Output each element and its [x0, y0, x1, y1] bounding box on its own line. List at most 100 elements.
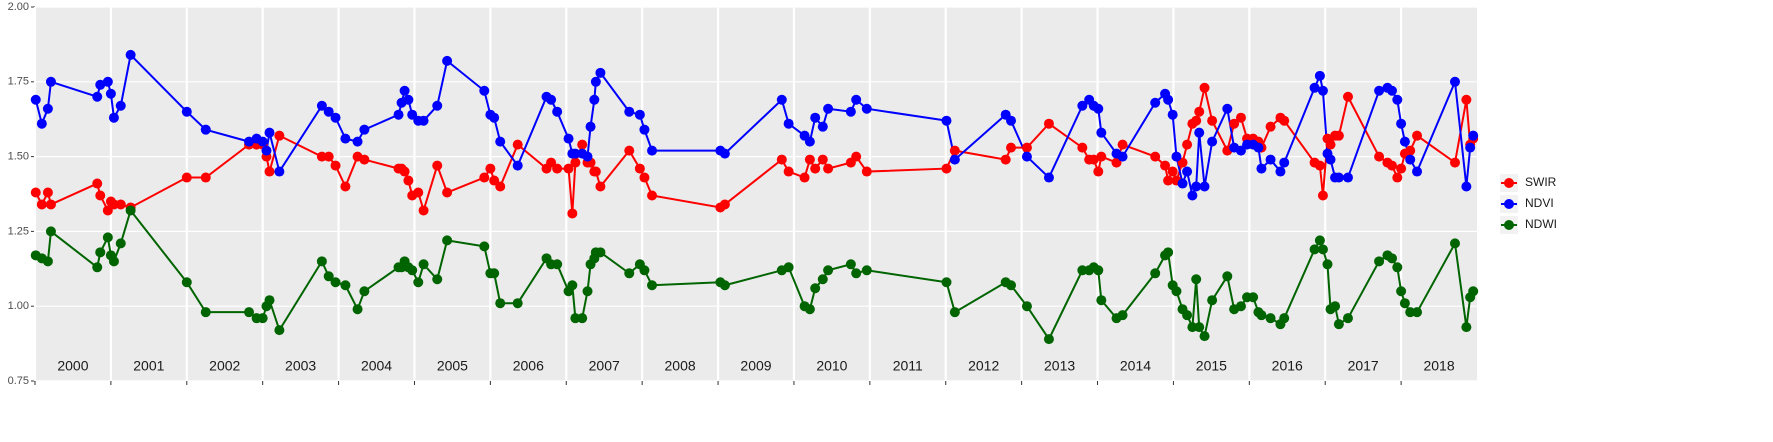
data-point: [323, 151, 334, 162]
data-point: [647, 145, 658, 156]
data-point: [817, 274, 828, 285]
data-point: [804, 304, 815, 315]
data-point: [1248, 292, 1259, 303]
data-point: [1396, 118, 1407, 129]
data-point: [1322, 259, 1333, 270]
data-point: [403, 94, 414, 105]
data-point: [1412, 166, 1423, 177]
data-point: [639, 172, 650, 183]
data-point: [1386, 160, 1397, 171]
data-point: [115, 100, 126, 111]
data-point: [1077, 265, 1088, 276]
data-point: [1449, 76, 1460, 87]
data-point: [589, 94, 600, 105]
data-point: [413, 187, 424, 198]
data-point: [261, 145, 272, 156]
data-point: [1191, 181, 1202, 192]
data-point: [577, 313, 588, 324]
data-point: [570, 313, 581, 324]
data-point: [563, 133, 574, 144]
data-point: [949, 145, 960, 156]
data-point: [1021, 151, 1032, 162]
data-point: [1235, 112, 1246, 123]
data-point: [340, 280, 351, 291]
data-point: [823, 163, 834, 174]
data-point: [552, 259, 563, 270]
year-label: 2011: [893, 358, 923, 374]
data-point: [181, 277, 192, 288]
data-point: [274, 325, 285, 336]
data-point: [1167, 166, 1178, 177]
data-point: [851, 268, 862, 279]
year-label: 2007: [589, 358, 620, 374]
data-point: [512, 160, 523, 171]
data-point: [340, 181, 351, 192]
data-point: [92, 178, 103, 189]
data-point: [567, 280, 578, 291]
data-point: [590, 166, 601, 177]
data-point: [95, 247, 106, 258]
data-point: [1309, 244, 1320, 255]
data-point: [42, 187, 53, 198]
data-point: [783, 118, 794, 129]
data-point: [45, 199, 56, 210]
year-label: 2009: [740, 358, 771, 374]
data-point: [108, 112, 119, 123]
data-point: [1465, 142, 1476, 153]
data-point: [359, 286, 370, 297]
data-point: [432, 100, 443, 111]
data-point: [1468, 286, 1479, 297]
data-point: [845, 106, 856, 117]
data-point: [1093, 103, 1104, 114]
data-point: [595, 67, 606, 78]
data-point: [1405, 307, 1416, 318]
data-point: [1096, 295, 1107, 306]
year-label: 2012: [968, 358, 999, 374]
data-point: [1449, 238, 1460, 249]
data-point: [418, 115, 429, 126]
data-point: [1314, 235, 1325, 246]
data-point: [95, 79, 106, 90]
data-point: [418, 259, 429, 270]
data-point: [42, 256, 53, 267]
data-point: [442, 187, 453, 198]
data-point: [316, 100, 327, 111]
data-point: [1006, 142, 1017, 153]
data-point: [1163, 175, 1174, 186]
data-point: [861, 166, 872, 177]
data-point: [851, 151, 862, 162]
data-point: [115, 199, 126, 210]
data-point: [552, 106, 563, 117]
legend-point: [1504, 220, 1514, 230]
data-point: [264, 295, 275, 306]
data-point: [432, 160, 443, 171]
data-point: [1150, 151, 1161, 162]
data-point: [585, 121, 596, 132]
data-point: [479, 241, 490, 252]
data-point: [495, 298, 506, 309]
data-point: [181, 172, 192, 183]
data-point: [495, 136, 506, 147]
data-point: [102, 232, 113, 243]
data-point: [1317, 244, 1328, 255]
year-label: 2016: [1272, 358, 1303, 374]
data-point: [264, 127, 275, 138]
data-point: [1006, 115, 1017, 126]
data-point: [407, 265, 418, 276]
data-point: [1396, 163, 1407, 174]
year-label: 2014: [1120, 358, 1151, 374]
data-point: [125, 205, 136, 216]
data-point: [810, 163, 821, 174]
data-point: [1342, 172, 1353, 183]
data-point: [624, 106, 635, 117]
data-point: [823, 265, 834, 276]
data-point: [42, 103, 53, 114]
data-point: [1077, 100, 1088, 111]
data-point: [181, 106, 192, 117]
data-point: [1207, 115, 1218, 126]
data-point: [1117, 151, 1128, 162]
data-point: [512, 298, 523, 309]
data-point: [1160, 160, 1171, 171]
data-point: [489, 268, 500, 279]
data-point: [1279, 157, 1290, 168]
